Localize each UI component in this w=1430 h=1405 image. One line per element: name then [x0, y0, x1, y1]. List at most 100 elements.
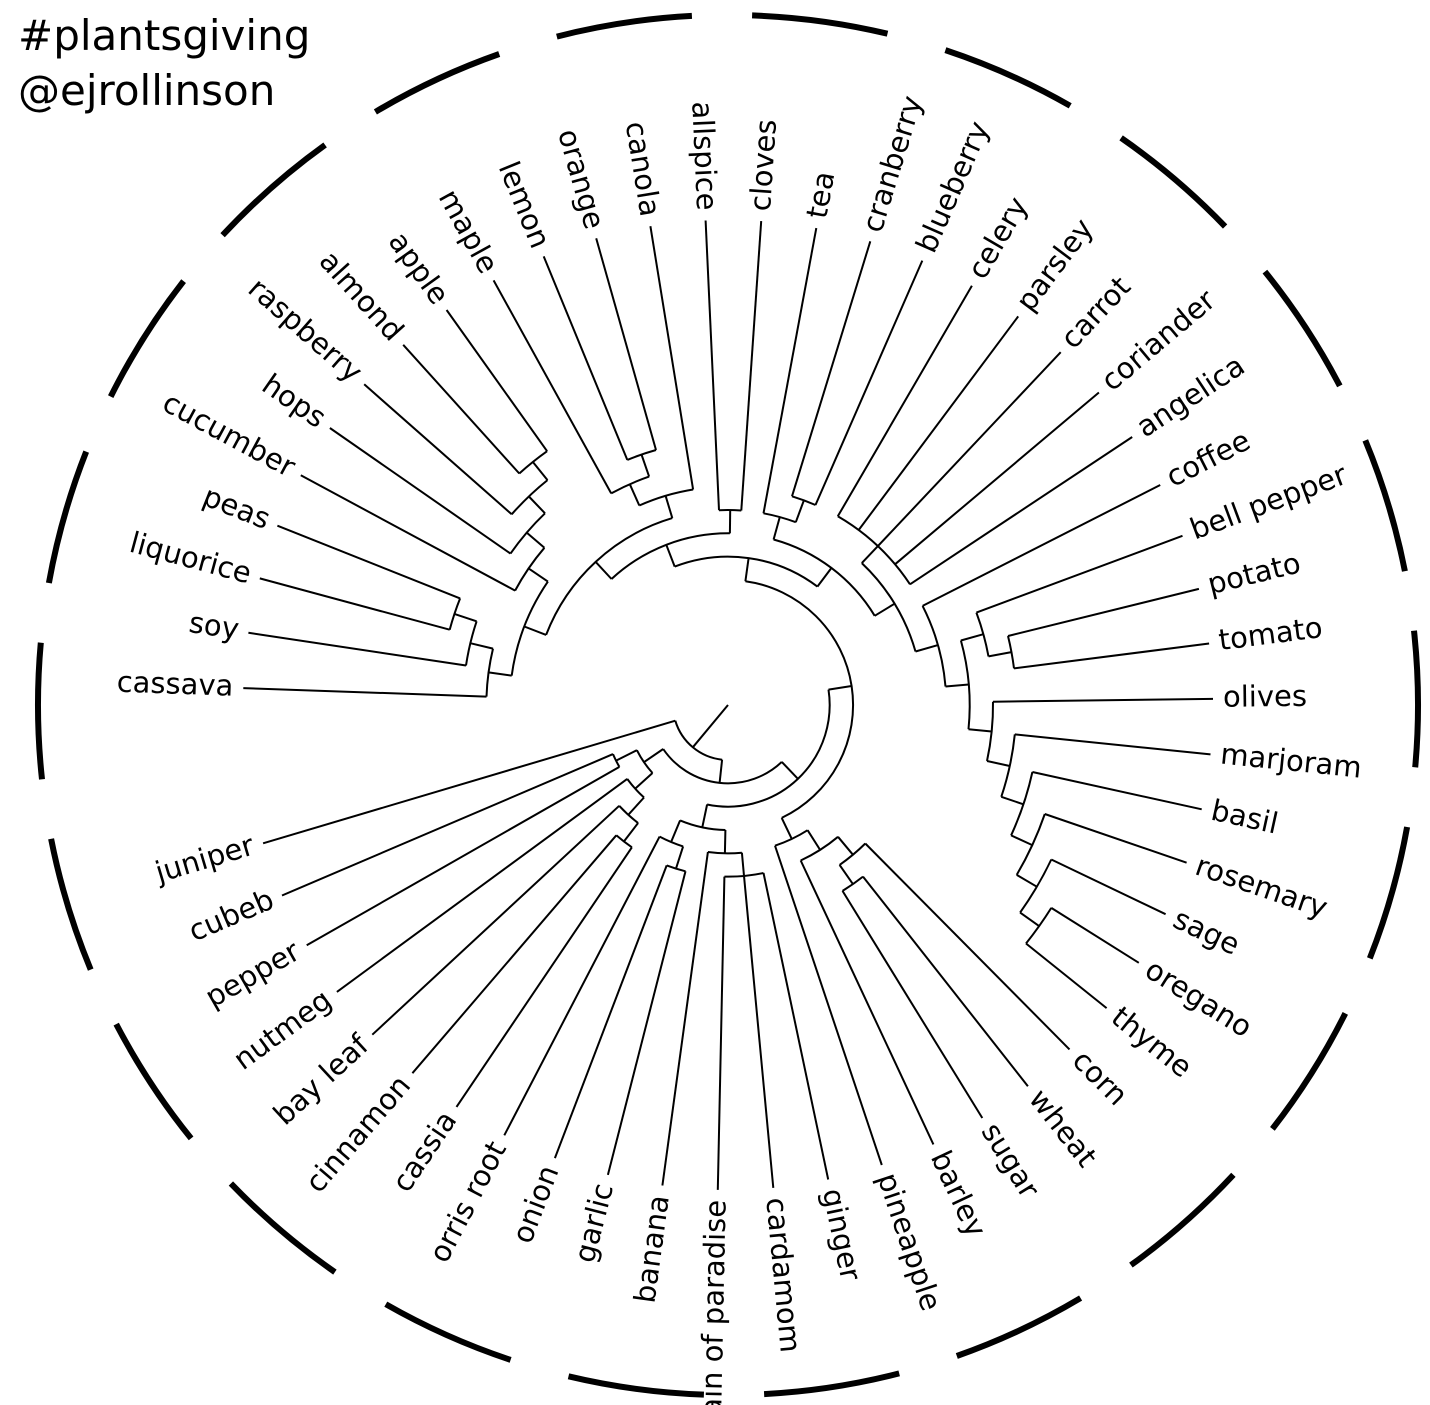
leaf-label-cassia: cassia — [385, 1105, 463, 1198]
branch-line-128 — [606, 871, 687, 1176]
branch-line-91 — [1010, 834, 1033, 847]
leaf-label-maple: maple — [432, 183, 505, 279]
branch-line-97 — [1019, 911, 1040, 927]
branch-line-118 — [740, 852, 745, 876]
ring-dash-19 — [220, 142, 327, 238]
leaf-label-grain-of-paradise: grain of paradise — [693, 1200, 732, 1405]
leaf-label-basil: basil — [1208, 793, 1281, 841]
branch-line-43 — [640, 454, 651, 477]
branch-line-70 — [915, 644, 939, 653]
ring-dash-7 — [1270, 1012, 1348, 1131]
leaf-label-lemon: lemon — [492, 156, 558, 252]
branch-line-38 — [664, 495, 674, 519]
branch-line-103 — [806, 829, 821, 851]
branch-line-121 — [743, 875, 775, 1188]
leaf-label-ginger: ginger — [816, 1185, 868, 1283]
ring-dash-20 — [373, 51, 501, 115]
branch-line-1 — [718, 759, 724, 784]
branch-line-61 — [874, 602, 896, 617]
branch-line-40 — [628, 483, 641, 506]
branch-line-90 — [1032, 771, 1202, 811]
branch-line-133 — [634, 772, 654, 790]
branch-line-23 — [259, 577, 450, 631]
leaf-label-tomato: tomato — [1217, 610, 1325, 657]
branch-line-122 — [716, 876, 726, 1190]
branch-line-139 — [455, 846, 633, 1108]
branch-line-45 — [542, 256, 629, 461]
branch-line-54 — [772, 516, 781, 540]
branch-line-130 — [503, 836, 661, 1136]
branch-line-93 — [1044, 813, 1187, 864]
leaf-label-juniper: juniper — [150, 828, 258, 890]
branch-line-111 — [841, 890, 984, 1119]
branch-line-73 — [945, 683, 969, 688]
ring-dash-15 — [48, 838, 94, 971]
branch-line-88 — [1000, 795, 1024, 806]
branch-line-5 — [828, 685, 852, 691]
leaf-label-canola: canola — [619, 119, 668, 219]
branch-arc-2 — [662, 748, 783, 785]
branch-line-25 — [528, 567, 549, 583]
branch-line-94 — [1016, 874, 1038, 888]
ring-dash-10 — [763, 1370, 900, 1398]
ring-dash-12 — [384, 1301, 512, 1363]
branch-line-59 — [791, 241, 872, 497]
leaf-label-carrot: carrot — [1054, 270, 1137, 356]
author-handle: @ejrollinson — [18, 66, 276, 115]
ring-dash-4 — [1362, 439, 1408, 572]
leaf-label-olives: olives — [1223, 679, 1307, 714]
branch-line-30 — [329, 427, 512, 555]
ring-dash-16 — [34, 642, 45, 780]
branch-line-101 — [780, 817, 793, 840]
leaf-label-marjoram: marjoram — [1219, 736, 1363, 784]
branch-arc-125 — [659, 835, 684, 848]
ring-dash-17 — [45, 450, 89, 584]
ring-dash-2 — [1119, 135, 1228, 229]
branch-line-140 — [411, 834, 618, 1074]
branch-line-7 — [744, 557, 750, 582]
leaf-label-soy: soy — [187, 605, 242, 646]
leaf-label-hops: hops — [256, 367, 333, 435]
leaf-label-banana: banana — [627, 1193, 675, 1305]
branch-line-34 — [532, 461, 549, 481]
leaf-label-tea: tea — [799, 169, 841, 221]
branch-line-75 — [960, 633, 984, 642]
branch-line-52 — [816, 567, 833, 588]
branch-line-146 — [281, 753, 614, 897]
branch-line-56 — [762, 227, 818, 514]
ring-dash-0 — [751, 12, 889, 37]
branch-line-113 — [774, 845, 883, 1166]
branch-line-141 — [371, 805, 620, 1036]
branch-line-124 — [670, 820, 682, 843]
leaf-label-barley: barley — [924, 1145, 993, 1242]
branch-line-67 — [877, 351, 1062, 547]
branch-line-17 — [243, 687, 487, 698]
branch-arc-132 — [636, 749, 654, 774]
branch-arc-62 — [861, 562, 917, 652]
leaf-label-cardamom: cardamom — [759, 1196, 807, 1354]
branch-line-28 — [526, 531, 546, 549]
branch-line-123 — [661, 851, 709, 1186]
branch-line-13 — [523, 625, 547, 636]
branch-line-96 — [1050, 858, 1167, 916]
branch-line-60 — [814, 260, 924, 506]
branch-arc-10 — [610, 532, 730, 580]
leaf-label-pineapple: pineapple — [871, 1168, 949, 1315]
leaf-label-orange: orange — [551, 125, 612, 232]
branch-arc-71 — [921, 605, 947, 687]
branch-arc-64 — [837, 515, 911, 585]
branch-line-142 — [336, 778, 628, 993]
leaf-label-cubeb: cubeb — [183, 882, 278, 948]
branch-line-77 — [976, 534, 1183, 614]
leaf-label-cassava: cassava — [116, 665, 234, 703]
leaf-label-celery: celery — [960, 191, 1034, 285]
branch-line-131 — [643, 748, 664, 764]
branch-line-42 — [492, 279, 613, 494]
branch-line-31 — [528, 495, 546, 514]
branch-line-135 — [627, 796, 645, 816]
branch-arc-109 — [841, 875, 864, 892]
branch-line-51 — [740, 221, 763, 511]
branch-line-82 — [968, 728, 992, 733]
branch-line-72 — [922, 484, 1161, 607]
